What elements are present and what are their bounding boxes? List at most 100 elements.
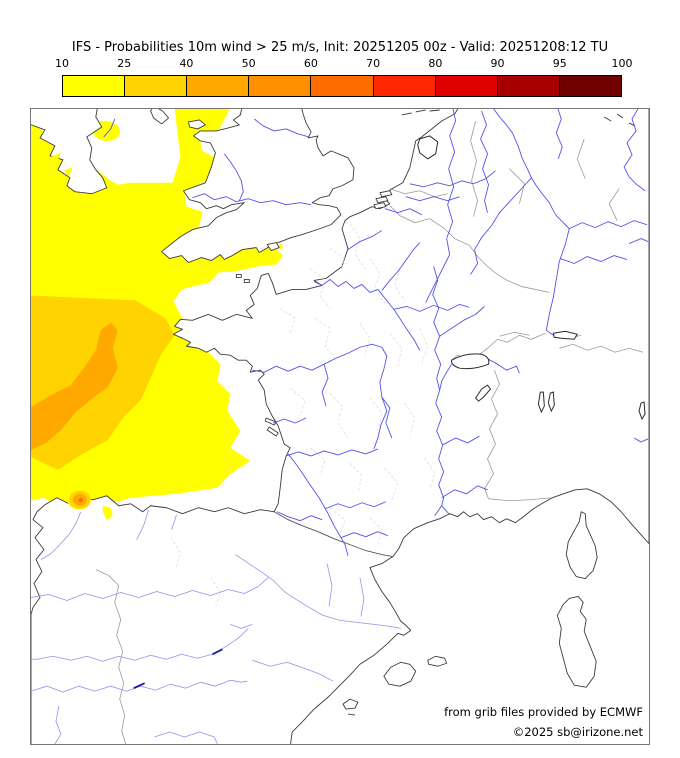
spot-50-70 — [78, 497, 84, 502]
guadiana-reservoir — [133, 682, 146, 689]
river-seine — [313, 279, 421, 351]
tagus-reservoir — [212, 648, 223, 656]
colorbar-segment-8 — [559, 76, 621, 96]
river-waal — [409, 170, 496, 188]
border-netherlands-germany — [470, 120, 478, 217]
river-saone — [432, 266, 442, 391]
river-ems — [480, 110, 489, 213]
river-somme — [347, 230, 383, 250]
river-garonne — [287, 453, 349, 556]
river-guadiana — [31, 679, 248, 693]
river-meuse — [425, 109, 457, 303]
border-france-belgium-germany — [389, 205, 550, 293]
colorbar-tick-10: 10 — [55, 57, 69, 70]
border-switzerland-italy — [559, 343, 644, 353]
river-adour — [277, 511, 323, 522]
river-mino — [40, 511, 82, 560]
river-po — [633, 437, 649, 443]
island-formentera — [347, 713, 356, 716]
lake-constance — [552, 330, 579, 340]
ireland-bay-fill-2 — [63, 166, 73, 177]
colorbar-segment-7 — [497, 76, 560, 96]
island-isle-of-man — [150, 109, 170, 125]
colorbar-tick-70: 70 — [366, 57, 381, 70]
rivers-cantabrian — [136, 509, 177, 540]
colorbar-tick-25: 25 — [117, 57, 132, 70]
island-menorca — [427, 655, 448, 667]
river-moselle — [470, 177, 532, 275]
river-weser — [555, 109, 563, 159]
lakes — [417, 135, 646, 421]
river-rhone — [434, 358, 520, 516]
border-germany-inner — [509, 138, 620, 221]
river-lot — [324, 501, 387, 510]
river-irish — [103, 118, 116, 138]
border-france-italy — [484, 370, 553, 502]
river-duero — [31, 577, 269, 601]
river-trent — [254, 118, 310, 138]
river-maas-lower — [405, 196, 460, 202]
island-ibiza — [342, 698, 359, 710]
river-jucar — [230, 624, 334, 682]
coastline-continent — [31, 109, 649, 744]
ireland-bay-fill-1 — [50, 152, 61, 163]
colorbar-tick-labels: 10 25 40 50 60 70 80 90 95 100 — [0, 57, 680, 71]
probability-fills — [31, 109, 284, 508]
lake-neuchatel — [474, 384, 492, 402]
attribution-copyright: ©2025 sb@irizone.net — [512, 725, 643, 739]
island-mallorca — [383, 661, 417, 687]
river-south-spain — [54, 706, 218, 744]
river-ebro — [235, 554, 401, 629]
island-corsica — [565, 511, 598, 579]
river-charente — [273, 417, 307, 424]
attribution-source: from grib files provided by ECMWF — [444, 705, 643, 719]
department-borders — [170, 223, 436, 608]
river-severn — [224, 153, 244, 201]
river-oise — [381, 242, 421, 291]
spot-yellow-streak — [102, 505, 113, 520]
coastlines — [31, 109, 649, 744]
island-guernsey — [243, 279, 250, 283]
coastline-great-britain — [161, 109, 355, 263]
prob-region-40-50 — [31, 322, 118, 450]
lake-garda — [638, 401, 646, 421]
river-scheldt — [384, 208, 422, 216]
river-rhine — [493, 109, 570, 336]
colorbar-segment-1 — [125, 76, 188, 96]
border-pyrenees — [273, 511, 393, 558]
colorbar-tick-40: 40 — [179, 57, 194, 70]
map-frame: from grib files provided by ECMWF ©2025 … — [30, 108, 650, 745]
lake-geneva — [451, 353, 490, 370]
cantabrian-probability-spot — [50, 152, 113, 520]
border-belgium-netherlands — [389, 188, 448, 198]
river-main — [569, 220, 648, 230]
river-isere — [442, 435, 480, 446]
lake-como — [547, 391, 555, 413]
river-loire — [252, 343, 388, 450]
river-danube — [628, 238, 649, 244]
colorbar-tick-80: 80 — [428, 57, 443, 70]
river-thames — [192, 193, 312, 206]
island-jersey — [235, 274, 242, 278]
island-anglesey — [188, 119, 206, 130]
coastline-ireland — [31, 109, 108, 195]
dutch-delta-islands — [373, 190, 393, 210]
river-vienne — [321, 364, 329, 407]
island-oleron — [266, 426, 279, 437]
colorbar-tick-60: 60 — [303, 57, 318, 70]
river-tarn — [340, 531, 389, 539]
river-neckar — [560, 255, 628, 264]
island-sardinia — [556, 596, 597, 688]
chart-title: IFS - Probabilities 10m wind > 25 m/s, I… — [71, 40, 609, 55]
island-isle-of-wight — [266, 242, 280, 252]
wadden-islands — [401, 109, 440, 116]
colorbar-segment-2 — [187, 76, 250, 96]
attribution: from grib files provided by ECMWF ©2025 … — [444, 702, 643, 742]
colorbar-segment-4 — [311, 76, 374, 96]
prob-dot-irish-sea — [188, 207, 193, 212]
lake-ijsselmeer — [417, 135, 439, 160]
river-marne — [393, 303, 470, 312]
ebro-tributaries — [326, 563, 365, 617]
colorbar-segment-3 — [249, 76, 312, 96]
